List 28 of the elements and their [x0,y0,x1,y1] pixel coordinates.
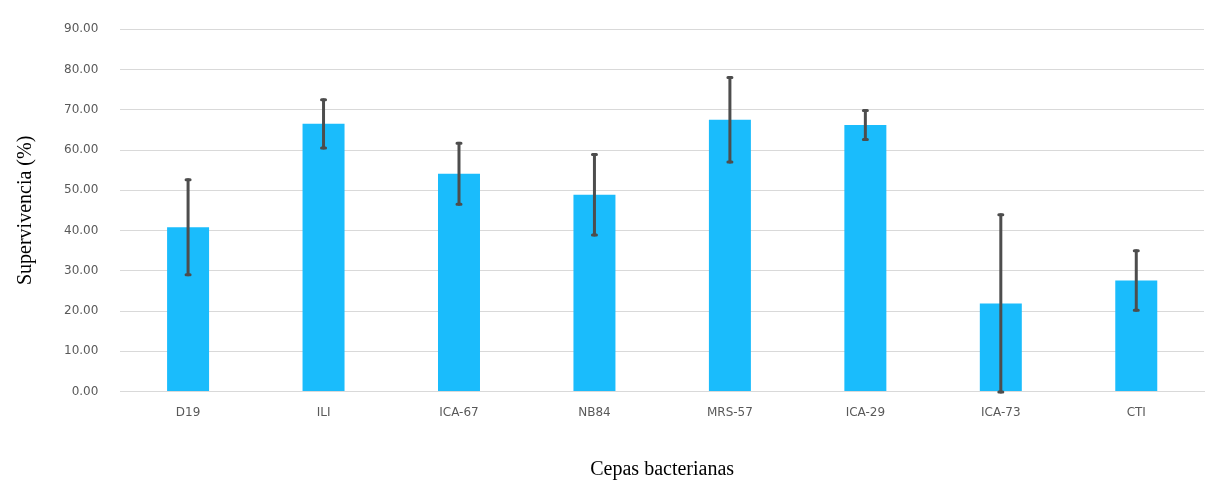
x-tick-label: ICA-29 [845,404,886,419]
x-tick-label: D19 [175,404,201,419]
y-tick-label: 50.00 [63,182,99,197]
bar [438,173,480,392]
x-axis-title: Cepas bacterianas [590,457,735,481]
y-tick-label: 20.00 [63,303,99,318]
x-tick-label: NB84 [578,404,611,419]
y-tick-label: 80.00 [63,61,99,76]
bar [302,123,345,392]
y-tick-label: 70.00 [63,101,99,116]
y-tick-label: 10.00 [63,343,99,358]
bar [167,227,210,392]
y-tick-label: 90.00 [63,21,99,36]
x-tick-label: ICA-73 [981,404,1021,419]
x-tick-label: CTI [1126,404,1146,419]
x-tick-label: MRS-57 [706,404,753,419]
y-tick-label: 40.00 [63,222,99,237]
y-tick-label: 0.00 [71,383,99,398]
bar [844,125,887,392]
y-axis-title: Supervivencia (%) [13,135,37,286]
bar [979,303,1022,392]
x-tick-label: ICA-67 [439,404,479,419]
bar [1115,280,1158,392]
y-tick-label: 60.00 [63,142,99,157]
x-tick-label: ILI [316,404,331,419]
y-tick-label: 30.00 [63,262,99,277]
bar [573,194,616,392]
bar [708,119,751,392]
